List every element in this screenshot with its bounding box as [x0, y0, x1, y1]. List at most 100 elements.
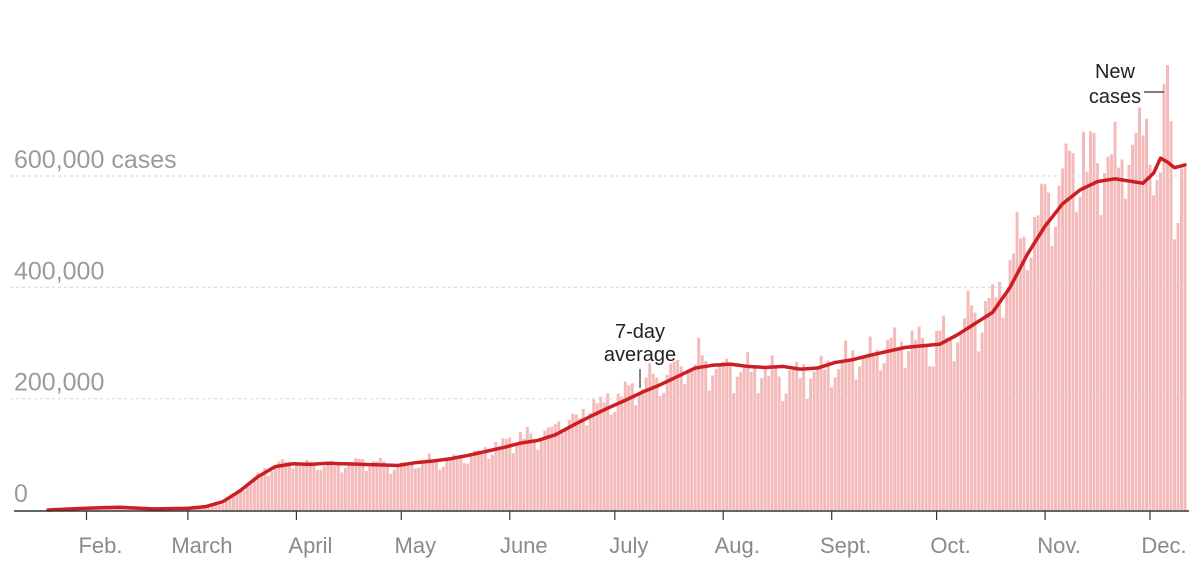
- new-cases-bar: [434, 458, 438, 510]
- y-tick-label: 0: [14, 480, 28, 508]
- new-cases-bar: [543, 430, 547, 510]
- x-tick-label: Sept.: [820, 533, 871, 558]
- new-cases-bar: [340, 472, 344, 510]
- new-cases-bar: [781, 400, 785, 510]
- seven-day-average-line: [46, 156, 1187, 512]
- new-cases-bar: [1008, 259, 1012, 510]
- new-cases-bar: [998, 281, 1002, 510]
- new-cases-bar: [487, 458, 491, 510]
- new-cases-bar: [1054, 226, 1058, 511]
- new-cases-bar: [798, 378, 802, 510]
- new-cases-bar: [732, 393, 736, 510]
- new-cases-bar: [809, 378, 813, 510]
- annotation-new-cases: cases: [1089, 86, 1141, 108]
- new-cases-bar: [697, 337, 701, 510]
- new-cases-bar: [536, 449, 540, 510]
- new-cases-bar: [886, 339, 890, 510]
- new-cases-bar: [753, 367, 757, 510]
- y-axis-labels: 0 200,000 400,000 600,000 cases: [14, 146, 177, 508]
- new-cases-bar: [438, 469, 442, 510]
- new-cases-bar: [1092, 132, 1096, 510]
- x-tick-label: April: [288, 533, 332, 558]
- new-cases-bar: [966, 290, 970, 510]
- new-cases-bar: [921, 337, 925, 510]
- new-cases-bar: [518, 432, 522, 510]
- new-cases-bar: [812, 371, 816, 510]
- new-cases-bar: [350, 462, 354, 510]
- new-cases-bar: [777, 376, 781, 510]
- new-cases-bar: [525, 427, 529, 510]
- new-cases-bar: [1047, 192, 1051, 510]
- new-cases-bar: [662, 392, 666, 510]
- new-cases-bar: [823, 369, 827, 510]
- new-cases-bar: [532, 439, 536, 510]
- new-cases-bar: [991, 284, 995, 510]
- new-cases-bar: [931, 366, 935, 510]
- new-cases-bar: [462, 463, 466, 510]
- new-cases-bar: [917, 326, 921, 510]
- new-cases-bar: [609, 414, 613, 510]
- new-cases-bar: [1043, 184, 1047, 511]
- new-cases-bar: [266, 476, 270, 510]
- new-cases-bar: [1106, 156, 1110, 510]
- new-cases-bar: [319, 469, 323, 510]
- new-cases-bars: [50, 65, 1187, 511]
- new-cases-bar: [385, 466, 389, 510]
- new-cases-bar: [564, 429, 568, 510]
- gridlines: [10, 175, 1185, 400]
- new-cases-bar: [924, 346, 928, 510]
- new-cases-bar: [1134, 132, 1138, 510]
- new-cases-bar: [634, 405, 638, 510]
- new-cases-bar: [207, 505, 211, 510]
- new-cases-bar: [578, 418, 582, 510]
- new-cases-bar: [1138, 107, 1141, 511]
- annotation-seven-day-average: average: [604, 344, 676, 366]
- new-cases-bar: [872, 354, 876, 510]
- new-cases-bar: [711, 375, 715, 510]
- new-cases-bar: [1145, 118, 1148, 510]
- new-cases-bar: [221, 504, 225, 510]
- new-cases-bar: [1180, 168, 1183, 510]
- new-cases-bar: [389, 473, 393, 510]
- new-cases-bar: [595, 403, 599, 510]
- new-cases-bar: [567, 420, 571, 510]
- new-cases-bar: [1015, 211, 1019, 510]
- new-cases-bar: [1071, 153, 1075, 510]
- new-cases-bar: [1166, 65, 1169, 510]
- new-cases-bar: [312, 464, 316, 510]
- new-cases-bar: [511, 453, 515, 510]
- new-cases-bar: [497, 446, 501, 510]
- new-cases-bar: [669, 363, 673, 510]
- new-cases-bar: [592, 399, 596, 510]
- new-cases-bar: [802, 364, 806, 510]
- new-cases-bar: [1124, 198, 1127, 510]
- x-axis: Feb. March April May June July Aug. Sept. Oct. No…: [14, 510, 1189, 558]
- new-cases-bar: [504, 438, 508, 510]
- new-cases-bar: [256, 472, 260, 510]
- new-cases-bar: [1029, 257, 1033, 510]
- new-cases-bar: [977, 351, 981, 510]
- new-cases-bar: [368, 466, 372, 510]
- new-cases-bar: [448, 458, 452, 510]
- new-cases-bar: [560, 433, 564, 510]
- new-cases-bar: [529, 433, 533, 510]
- new-cases-bar: [494, 442, 498, 510]
- new-cases-bar: [704, 361, 708, 510]
- new-cases-bar: [627, 385, 631, 510]
- new-cases-bar: [259, 473, 263, 510]
- new-cases-bar: [641, 389, 645, 510]
- new-cases-bar: [336, 464, 340, 510]
- new-cases-bar: [228, 497, 232, 510]
- new-cases-bar: [413, 468, 417, 510]
- new-cases-bar: [746, 352, 750, 510]
- new-cases-bar: [441, 466, 445, 510]
- new-cases-bar: [889, 337, 893, 510]
- y-tick-label: 400,000: [14, 257, 104, 285]
- new-cases-bar: [280, 459, 284, 510]
- new-cases-bar: [308, 461, 312, 510]
- new-cases-bar: [1113, 121, 1117, 510]
- new-cases-bar: [837, 368, 841, 510]
- x-tick-label: July: [609, 533, 648, 558]
- new-cases-bar: [466, 463, 470, 510]
